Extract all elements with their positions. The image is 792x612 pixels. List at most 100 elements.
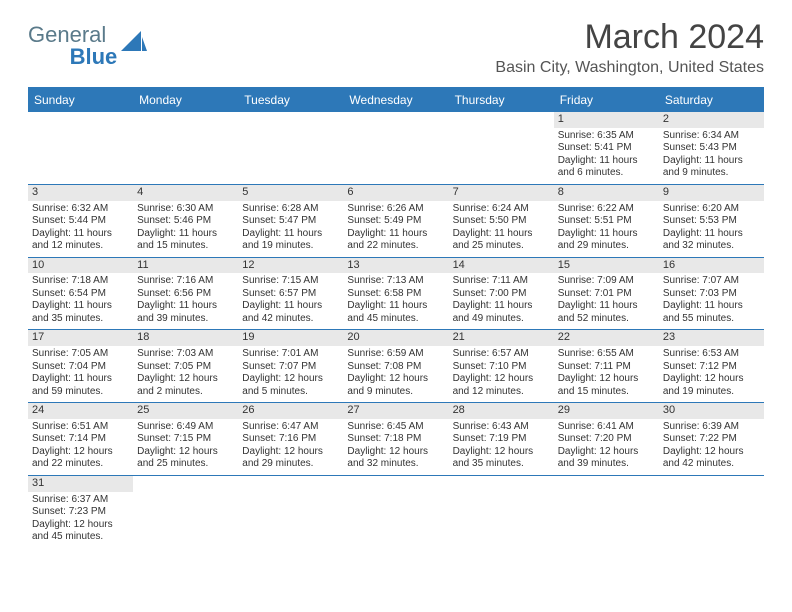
day-cell: 11Sunrise: 7:16 AMSunset: 6:56 PMDayligh… bbox=[133, 258, 238, 330]
day-number: 27 bbox=[343, 403, 448, 419]
sunrise-text: Sunrise: 6:59 AM bbox=[347, 348, 444, 361]
sunset-text: Sunset: 7:19 PM bbox=[453, 433, 550, 446]
day-cell: 14Sunrise: 7:11 AMSunset: 7:00 PMDayligh… bbox=[449, 258, 554, 330]
sunset-text: Sunset: 7:14 PM bbox=[32, 433, 129, 446]
day-cell: 5Sunrise: 6:28 AMSunset: 5:47 PMDaylight… bbox=[238, 185, 343, 257]
logo: General GenBlue bbox=[28, 24, 147, 68]
sunset-text: Sunset: 7:08 PM bbox=[347, 361, 444, 374]
logo-blue: Blue bbox=[70, 44, 118, 69]
day2-text: and 25 minutes. bbox=[137, 458, 234, 471]
day-content: Sunrise: 7:05 AMSunset: 7:04 PMDaylight:… bbox=[28, 346, 133, 402]
sunrise-text: Sunrise: 6:39 AM bbox=[663, 421, 760, 434]
day-number: 14 bbox=[449, 258, 554, 274]
day-number: 30 bbox=[659, 403, 764, 419]
day-content: Sunrise: 6:20 AMSunset: 5:53 PMDaylight:… bbox=[659, 201, 764, 257]
day-content: Sunrise: 7:03 AMSunset: 7:05 PMDaylight:… bbox=[133, 346, 238, 402]
sunrise-text: Sunrise: 6:35 AM bbox=[558, 130, 655, 143]
day1-text: Daylight: 11 hours bbox=[137, 300, 234, 313]
day-number bbox=[449, 112, 554, 128]
title-block: March 2024 Basin City, Washington, Unite… bbox=[495, 18, 764, 77]
day-content: Sunrise: 6:34 AMSunset: 5:43 PMDaylight:… bbox=[659, 128, 764, 184]
day-cell: 19Sunrise: 7:01 AMSunset: 7:07 PMDayligh… bbox=[238, 330, 343, 402]
day2-text: and 12 minutes. bbox=[453, 386, 550, 399]
day2-text: and 39 minutes. bbox=[558, 458, 655, 471]
day1-text: Daylight: 11 hours bbox=[558, 155, 655, 168]
day-content: Sunrise: 7:18 AMSunset: 6:54 PMDaylight:… bbox=[28, 273, 133, 329]
day-number: 28 bbox=[449, 403, 554, 419]
day-content: Sunrise: 6:51 AMSunset: 7:14 PMDaylight:… bbox=[28, 419, 133, 475]
day-cell: 26Sunrise: 6:47 AMSunset: 7:16 PMDayligh… bbox=[238, 403, 343, 475]
day-cell: 29Sunrise: 6:41 AMSunset: 7:20 PMDayligh… bbox=[554, 403, 659, 475]
sail-icon bbox=[121, 31, 147, 53]
day-content: Sunrise: 6:28 AMSunset: 5:47 PMDaylight:… bbox=[238, 201, 343, 257]
empty-cell bbox=[238, 112, 343, 184]
day-number: 15 bbox=[554, 258, 659, 274]
sunset-text: Sunset: 5:53 PM bbox=[663, 215, 760, 228]
day-number bbox=[554, 476, 659, 492]
sunset-text: Sunset: 7:07 PM bbox=[242, 361, 339, 374]
day-cell: 9Sunrise: 6:20 AMSunset: 5:53 PMDaylight… bbox=[659, 185, 764, 257]
day2-text: and 45 minutes. bbox=[347, 313, 444, 326]
day-number: 9 bbox=[659, 185, 764, 201]
day1-text: Daylight: 11 hours bbox=[453, 300, 550, 313]
day-content: Sunrise: 6:37 AMSunset: 7:23 PMDaylight:… bbox=[28, 492, 133, 548]
day2-text: and 29 minutes. bbox=[242, 458, 339, 471]
sunset-text: Sunset: 5:47 PM bbox=[242, 215, 339, 228]
sunset-text: Sunset: 6:56 PM bbox=[137, 288, 234, 301]
day-cell: 12Sunrise: 7:15 AMSunset: 6:57 PMDayligh… bbox=[238, 258, 343, 330]
day1-text: Daylight: 11 hours bbox=[558, 228, 655, 241]
weekday-header: Wednesday bbox=[343, 89, 448, 112]
day1-text: Daylight: 12 hours bbox=[347, 446, 444, 459]
day1-text: Daylight: 12 hours bbox=[453, 373, 550, 386]
sunset-text: Sunset: 5:46 PM bbox=[137, 215, 234, 228]
weekday-header: Sunday bbox=[28, 89, 133, 112]
sunset-text: Sunset: 5:44 PM bbox=[32, 215, 129, 228]
day-number: 2 bbox=[659, 112, 764, 128]
sunrise-text: Sunrise: 6:34 AM bbox=[663, 130, 760, 143]
day1-text: Daylight: 11 hours bbox=[663, 228, 760, 241]
day-number bbox=[343, 112, 448, 128]
day2-text: and 15 minutes. bbox=[558, 386, 655, 399]
day-content: Sunrise: 6:24 AMSunset: 5:50 PMDaylight:… bbox=[449, 201, 554, 257]
calendar-row: 1Sunrise: 6:35 AMSunset: 5:41 PMDaylight… bbox=[28, 112, 764, 185]
day2-text: and 6 minutes. bbox=[558, 167, 655, 180]
sunrise-text: Sunrise: 6:30 AM bbox=[137, 203, 234, 216]
day1-text: Daylight: 11 hours bbox=[347, 300, 444, 313]
sunset-text: Sunset: 7:10 PM bbox=[453, 361, 550, 374]
sunset-text: Sunset: 5:51 PM bbox=[558, 215, 655, 228]
day-content: Sunrise: 6:53 AMSunset: 7:12 PMDaylight:… bbox=[659, 346, 764, 402]
day-number bbox=[238, 112, 343, 128]
day-content: Sunrise: 6:47 AMSunset: 7:16 PMDaylight:… bbox=[238, 419, 343, 475]
day2-text: and 19 minutes. bbox=[663, 386, 760, 399]
day-number: 8 bbox=[554, 185, 659, 201]
empty-cell bbox=[343, 476, 448, 548]
sunrise-text: Sunrise: 6:55 AM bbox=[558, 348, 655, 361]
day-cell: 25Sunrise: 6:49 AMSunset: 7:15 PMDayligh… bbox=[133, 403, 238, 475]
day2-text: and 12 minutes. bbox=[32, 240, 129, 253]
day-content: Sunrise: 7:15 AMSunset: 6:57 PMDaylight:… bbox=[238, 273, 343, 329]
day-content: Sunrise: 6:30 AMSunset: 5:46 PMDaylight:… bbox=[133, 201, 238, 257]
day2-text: and 2 minutes. bbox=[137, 386, 234, 399]
day-content: Sunrise: 7:13 AMSunset: 6:58 PMDaylight:… bbox=[343, 273, 448, 329]
day-content: Sunrise: 7:16 AMSunset: 6:56 PMDaylight:… bbox=[133, 273, 238, 329]
weekday-header: Thursday bbox=[449, 89, 554, 112]
day2-text: and 25 minutes. bbox=[453, 240, 550, 253]
day1-text: Daylight: 11 hours bbox=[32, 228, 129, 241]
sunset-text: Sunset: 7:18 PM bbox=[347, 433, 444, 446]
sunrise-text: Sunrise: 6:41 AM bbox=[558, 421, 655, 434]
day-cell: 8Sunrise: 6:22 AMSunset: 5:51 PMDaylight… bbox=[554, 185, 659, 257]
sunrise-text: Sunrise: 6:32 AM bbox=[32, 203, 129, 216]
calendar-body: 1Sunrise: 6:35 AMSunset: 5:41 PMDaylight… bbox=[28, 112, 764, 548]
day-content: Sunrise: 6:41 AMSunset: 7:20 PMDaylight:… bbox=[554, 419, 659, 475]
day-cell: 6Sunrise: 6:26 AMSunset: 5:49 PMDaylight… bbox=[343, 185, 448, 257]
day1-text: Daylight: 12 hours bbox=[242, 446, 339, 459]
day-cell: 16Sunrise: 7:07 AMSunset: 7:03 PMDayligh… bbox=[659, 258, 764, 330]
sunset-text: Sunset: 5:50 PM bbox=[453, 215, 550, 228]
sunset-text: Sunset: 7:22 PM bbox=[663, 433, 760, 446]
day2-text: and 22 minutes. bbox=[32, 458, 129, 471]
day-cell: 7Sunrise: 6:24 AMSunset: 5:50 PMDaylight… bbox=[449, 185, 554, 257]
day-number: 11 bbox=[133, 258, 238, 274]
day-number: 10 bbox=[28, 258, 133, 274]
sunrise-text: Sunrise: 7:13 AM bbox=[347, 275, 444, 288]
day-number: 20 bbox=[343, 330, 448, 346]
